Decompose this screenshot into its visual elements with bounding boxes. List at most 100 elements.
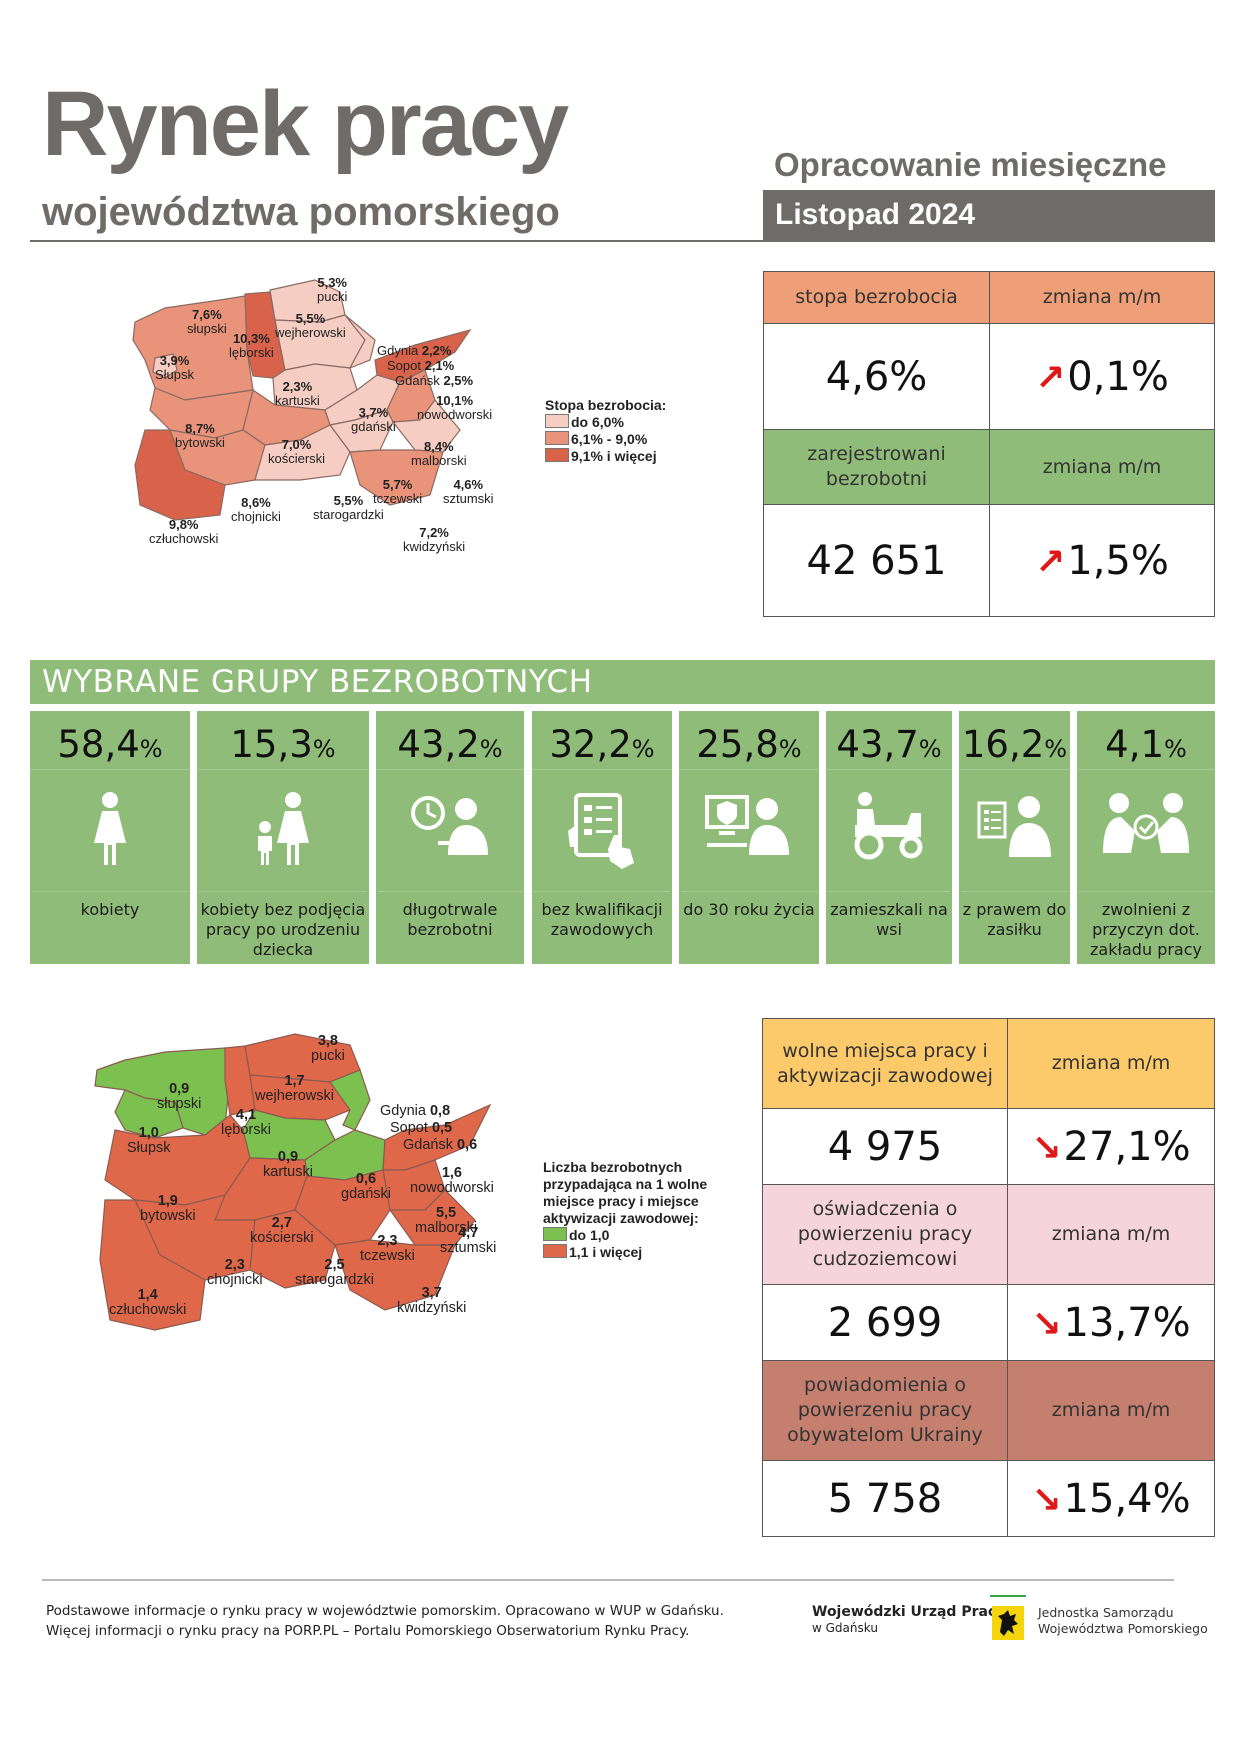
- group-card: 4,1% zwolnieni z przyczyn dot. zakładu p…: [1077, 711, 1215, 964]
- label-kwidzynski: 7,2% kwidzyński: [403, 525, 466, 554]
- group-label: kobiety: [32, 891, 188, 920]
- label-starogardzki: 2,5 starogardzki: [295, 1257, 374, 1288]
- foreigner-declarations-header: oświadczenia o powierzeniu pracy cudzozi…: [762, 1184, 1008, 1285]
- wup-city: w Gdańsku: [812, 1621, 878, 1635]
- footer-divider: [42, 1579, 1174, 1581]
- tablet-checklist-icon: [532, 791, 672, 881]
- change-header: zmiana m/m: [1007, 1360, 1215, 1461]
- job-offers-stats-table: wolne miejsca pracy i aktywizacji zawodo…: [762, 1018, 1215, 1537]
- tractor-icon: [826, 791, 952, 881]
- label-chojnicki: 8,6% chojnicki: [231, 495, 281, 524]
- unemployment-map-labels: 5,3% pucki 7,6% słupski 5,5% wejherowski 10…: [125, 270, 545, 590]
- arrow-down-icon: ↘: [1031, 1303, 1062, 1345]
- label-czluchowski: 9,8% człuchowski: [149, 517, 219, 546]
- logo-accent-line: [990, 1595, 1026, 1597]
- unemployment-rate-value: 4,6%: [763, 323, 990, 430]
- label-slupsk: 1,0 Słupsk: [127, 1125, 171, 1156]
- label-kartuski: 0,9 kartuski: [263, 1149, 313, 1180]
- label-czluchowski: 1,4 człuchowski: [109, 1287, 187, 1318]
- group-label: zamieszkali na wsi: [828, 891, 950, 940]
- page-subtitle: województwa pomorskiego: [42, 190, 560, 234]
- young-person-computer-icon: [679, 791, 819, 881]
- legend-item: 1,1 i więcej: [543, 1244, 713, 1261]
- legend-title: Stopa bezrobocia:: [545, 397, 667, 413]
- label-wejherowski: 5,5% wejherowski: [275, 311, 346, 340]
- group-card: 58,4% kobiety: [30, 711, 190, 964]
- arrow-up-icon: ↗: [1035, 357, 1066, 399]
- unemployment-rate-change: ↗0,1%: [989, 323, 1215, 430]
- legend-title: Liczba bezrobotnych przypadająca na 1 wo…: [543, 1159, 708, 1226]
- label-slupsk: 3,9% Słupsk: [155, 353, 195, 382]
- js-line: Jednostka Samorządu: [1038, 1605, 1174, 1620]
- ukraine-notifications-header: powiadomienia o powierzeniu pracy obywat…: [762, 1360, 1008, 1461]
- wup-name: Wojewódzki Urząd Pracy: [812, 1604, 1006, 1620]
- group-label: kobiety bez podjęcia pracy po urodzeniu …: [199, 891, 367, 960]
- group-card: 15,3% kobiety bez podjęcia pracy po urod…: [197, 711, 369, 964]
- group-label: do 30 roku życia: [681, 891, 817, 920]
- label-bytowski: 1,9 bytowski: [140, 1193, 196, 1224]
- unemployment-map-legend: Stopa bezrobocia: do 6,0% 6,1% - 9,0% 9,…: [545, 397, 666, 465]
- arrow-up-icon: ↗: [1035, 541, 1066, 583]
- footer-line: Podstawowe informacje o rynku pracy w wo…: [46, 1603, 724, 1619]
- group-label: bez kwalifikacji zawodowych: [534, 891, 670, 940]
- label-tczewski: 2,3 tczewski: [360, 1233, 415, 1264]
- job-offers-header: wolne miejsca pracy i aktywizacji zawodo…: [762, 1018, 1008, 1109]
- arrow-down-icon: ↘: [1031, 1127, 1062, 1169]
- registered-unemployed-value: 42 651: [763, 504, 990, 617]
- label-starogardzki: 5,5% starogardzki: [313, 493, 384, 522]
- label-gdansk: Gdańsk 2,5%: [395, 373, 474, 388]
- group-card: 43,2% długotrwale bezrobotni: [376, 711, 524, 964]
- label-bytowski: 8,7% bytowski: [175, 421, 225, 450]
- js-line: Województwa Pomorskiego: [1038, 1621, 1208, 1636]
- label-gdynia: Gdynia 0,8: [380, 1103, 451, 1119]
- group-label: zwolnieni z przyczyn dot. zakładu pracy: [1079, 891, 1213, 960]
- footer-note: Podstawowe informacje o rynku pracy w wo…: [46, 1601, 724, 1641]
- regional-government-label: Jednostka Samorządu Województwa Pomorski…: [1038, 1605, 1208, 1637]
- legend-item: do 6,0%: [545, 414, 666, 431]
- registered-unemployed-header: zarejestrowani bezrobotni: [763, 429, 990, 505]
- unemployment-stats-table: stopa bezrobocia zmiana m/m 4,6% ↗0,1% z…: [763, 271, 1215, 617]
- footer-line: Więcej informacji o rynku pracy na PORP.…: [46, 1623, 690, 1639]
- group-value: 15,3%: [197, 711, 369, 770]
- griffin-emblem-icon: [992, 1606, 1024, 1640]
- label-gdanski: 3,7% gdański: [351, 405, 396, 434]
- group-value: 43,2%: [376, 711, 524, 770]
- group-value: 25,8%: [679, 711, 819, 770]
- job-offers-map: [94, 1033, 492, 1331]
- report-period: Listopad 2024: [763, 190, 1215, 240]
- group-card: 16,2% z prawem do zasiłku: [959, 711, 1070, 964]
- label-pucki: 5,3% pucki: [317, 275, 348, 304]
- job-offers-map-labels: 3,8 pucki 0,9 słupski 1,7 wejherowski 4,1 lę…: [85, 1030, 555, 1390]
- label-tczewski: 5,7% tczewski: [373, 477, 423, 506]
- ukraine-notifications-value: 5 758: [762, 1460, 1008, 1537]
- change-header: zmiana m/m: [989, 271, 1215, 324]
- unemployment-rate-map: [132, 279, 472, 521]
- foreigner-declarations-change: ↘13,7%: [1007, 1284, 1215, 1361]
- label-nowodworski: 1,6 nowodworski: [410, 1165, 494, 1196]
- mother-child-icon: [197, 791, 369, 881]
- label-leborski: 10,3% lęborski: [229, 331, 274, 360]
- clock-person-icon: [376, 791, 524, 881]
- label-koscierski: 7,0% kościerski: [268, 437, 326, 466]
- job-offers-change: ↘27,1%: [1007, 1108, 1215, 1185]
- dismissed-people-icon: [1077, 791, 1215, 881]
- change-header: zmiana m/m: [989, 429, 1215, 505]
- label-sopot: Sopot 2,1%: [387, 358, 455, 373]
- label-chojnicki: 2,3 chojnicki: [207, 1257, 263, 1288]
- label-slupski: 0,9 słupski: [157, 1081, 202, 1112]
- label-malborski: 8,4% malborski: [411, 439, 467, 468]
- change-header: zmiana m/m: [1007, 1184, 1215, 1285]
- label-gdanski: 0,6 gdański: [341, 1171, 391, 1202]
- job-offers-value: 4 975: [762, 1108, 1008, 1185]
- group-card: 43,7% zamieszkali na wsi: [826, 711, 952, 964]
- group-value: 58,4%: [30, 711, 190, 770]
- label-gdynia: Gdynia 2,2%: [377, 343, 452, 358]
- job-offers-map-legend: Liczba bezrobotnych przypadająca na 1 wo…: [543, 1159, 713, 1261]
- group-label: długotrwale bezrobotni: [378, 891, 522, 940]
- arrow-down-icon: ↘: [1031, 1479, 1062, 1521]
- group-value: 32,2%: [532, 711, 672, 770]
- label-gdansk: Gdańsk 0,6: [403, 1137, 478, 1153]
- label-slupski: 7,6% słupski: [187, 307, 227, 336]
- change-header: zmiana m/m: [1007, 1018, 1215, 1109]
- group-card: 25,8% do 30 roku życia: [679, 711, 819, 964]
